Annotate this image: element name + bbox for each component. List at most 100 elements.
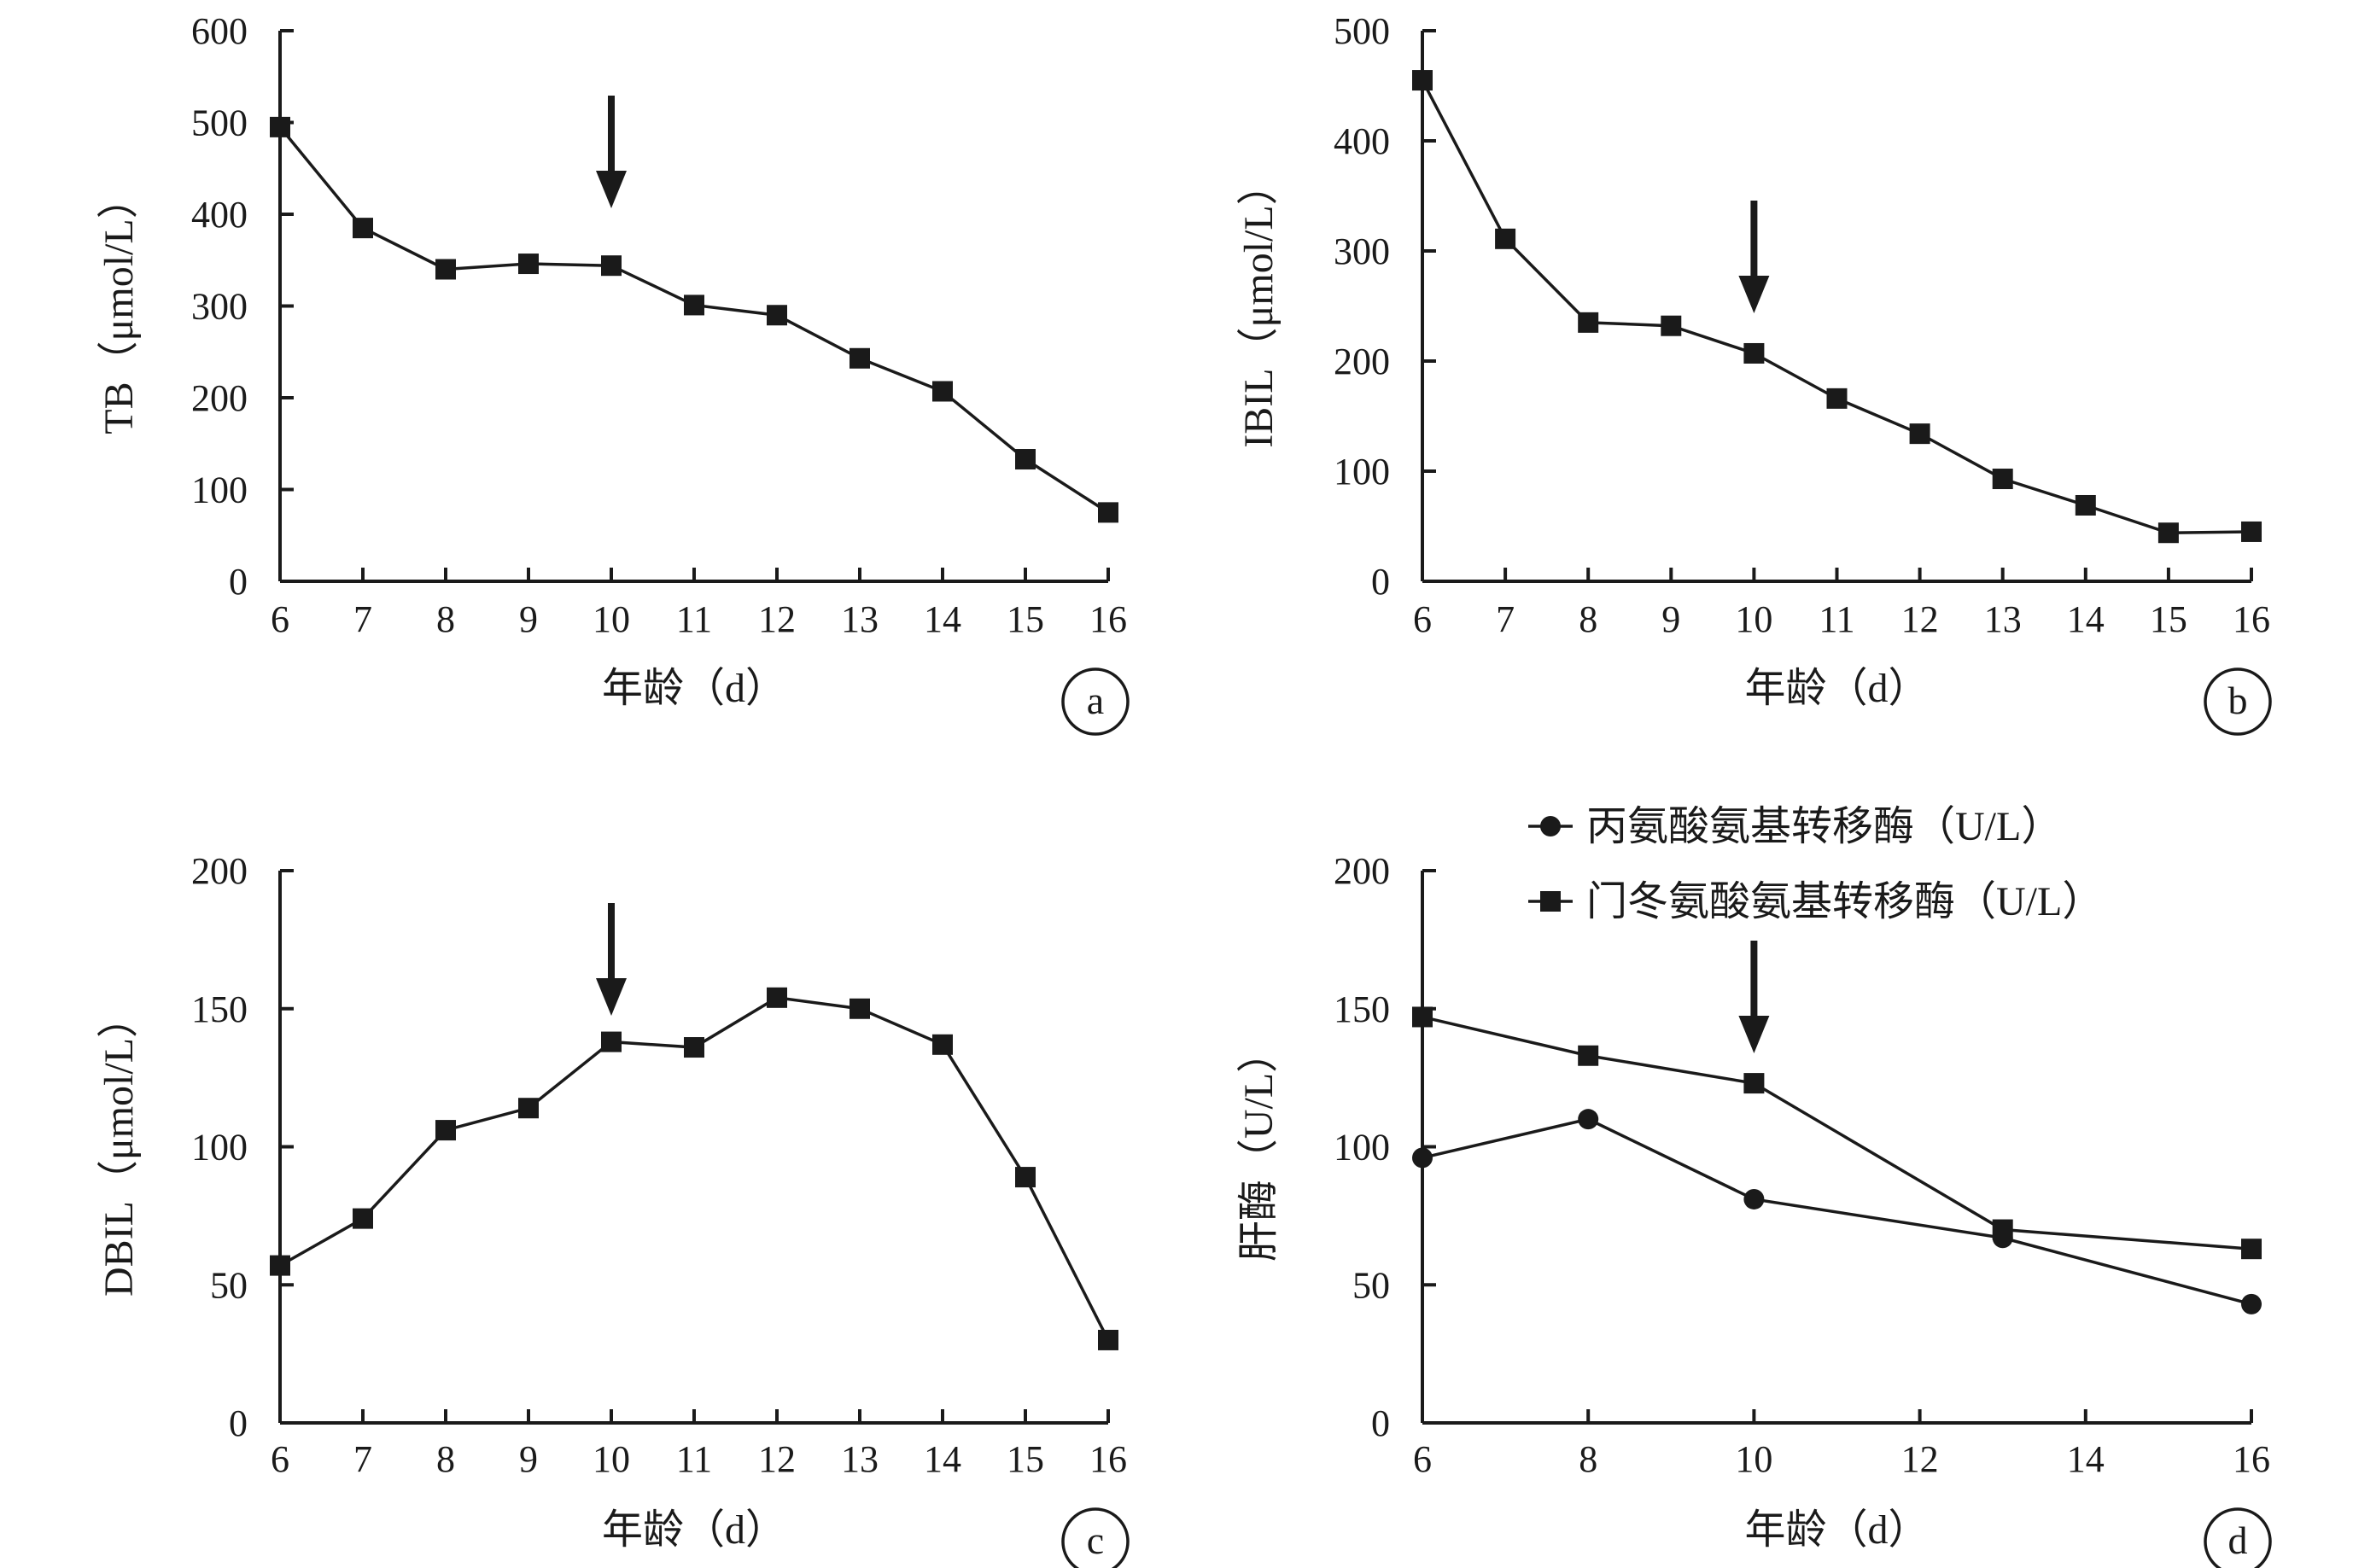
arrow-annotation [596, 903, 627, 1016]
legend-marker [1540, 816, 1561, 836]
x-tick-label: 15 [1007, 598, 1044, 640]
data-point [435, 259, 456, 280]
x-tick-label: 7 [1496, 598, 1515, 640]
panel-label-text: c [1087, 1518, 1104, 1562]
x-tick-label: 16 [1089, 1438, 1127, 1480]
panel-label-text: a [1087, 679, 1104, 722]
data-point [1992, 469, 2013, 490]
y-tick-label: 500 [191, 102, 248, 144]
series-line-1 [278, 125, 1109, 514]
data-point [932, 1034, 953, 1055]
x-tick-label: 7 [353, 598, 372, 640]
x-tick-label: 16 [2233, 598, 2270, 640]
y-tick-label: 400 [1334, 120, 1390, 162]
legend-label: 门冬氨酸氨基转移酶（U/L） [1586, 879, 2103, 924]
legend-label: 丙氨酸氨基转移酶（U/L） [1586, 804, 2062, 849]
data-point [1015, 449, 1036, 470]
data-point [1992, 1219, 2013, 1240]
y-tick-label: 200 [1334, 850, 1390, 892]
y-tick-label: 0 [229, 561, 248, 603]
x-tick-label: 8 [436, 598, 455, 640]
series-line-1 [1421, 79, 2252, 534]
y-tick-label: 100 [191, 469, 248, 511]
data-point [601, 255, 622, 277]
x-tick-label: 12 [1901, 598, 1939, 640]
data-point [1098, 502, 1118, 523]
x-tick-label: 11 [1819, 598, 1854, 640]
panel-label-d: d [2204, 1507, 2272, 1568]
x-tick-label: 14 [2067, 1438, 2105, 1480]
y-tick-label: 100 [1334, 451, 1390, 493]
panel-label-circle [1061, 1507, 1130, 1568]
data-point [1578, 312, 1599, 333]
y-tick-label: 200 [1334, 341, 1390, 382]
y-tick-label: 200 [191, 377, 248, 419]
series-line-2 [1422, 1015, 2252, 1250]
chart-panel-c: 0 50 100 150 200 6 7 8 9 10 11 12 13 14 15 16 年龄（d） DBIL（… [96, 850, 1130, 1568]
data-point [1412, 1147, 1433, 1169]
data-point [435, 1120, 456, 1141]
arrow-head [1738, 276, 1770, 313]
data-point [767, 305, 787, 326]
y-tick-label: 300 [191, 286, 248, 328]
x-axis-title: 年龄（d） [1744, 1507, 1929, 1553]
data-point [932, 381, 953, 402]
x-tick-label: 13 [1984, 598, 2022, 640]
panel-label-text: b [2228, 679, 2248, 722]
data-point [518, 254, 539, 275]
data-point [2157, 522, 2179, 544]
data-point [353, 218, 373, 239]
y-tick-label: 100 [1334, 1127, 1390, 1169]
x-tick-label: 14 [924, 598, 961, 640]
panel-label-circle [2204, 667, 2272, 736]
x-tick-label: 8 [436, 1438, 455, 1480]
data-point [353, 1208, 373, 1229]
x-axis-title: 年龄（d） [602, 666, 786, 711]
y-tick-label: 50 [1352, 1264, 1390, 1306]
x-tick-label: 15 [1007, 1438, 1044, 1480]
data-point [1495, 228, 1516, 249]
data-point [1743, 342, 1765, 364]
y-tick-label: 150 [191, 988, 248, 1030]
x-tick-label: 12 [758, 1438, 796, 1480]
data-point [2075, 494, 2096, 516]
data-point [1015, 1167, 1036, 1188]
x-tick-label: 10 [593, 1438, 630, 1480]
x-tick-label: 13 [841, 1438, 879, 1480]
data-point [2241, 1293, 2262, 1314]
data-point [270, 1255, 290, 1276]
arrow-head [1738, 1016, 1770, 1053]
x-tick-label: 6 [271, 1438, 289, 1480]
x-tick-label: 9 [1661, 598, 1680, 640]
data-point [1909, 423, 1930, 445]
x-tick-label: 7 [353, 1438, 372, 1480]
panel-label-b: b [2204, 667, 2272, 736]
x-tick-label: 11 [676, 598, 712, 640]
x-tick-label: 13 [841, 598, 879, 640]
x-tick-label: 6 [271, 598, 289, 640]
arrow-annotation [1738, 941, 1770, 1053]
y-tick-label: 600 [191, 10, 248, 52]
arrow-annotation [1738, 201, 1770, 313]
x-axis-title: 年龄（d） [602, 1507, 786, 1553]
y-axis-title: DBIL（μmol/L） [96, 997, 142, 1297]
y-axis-title: TB（μmol/L） [96, 178, 142, 434]
x-tick-label: 16 [1089, 598, 1127, 640]
x-tick-label: 16 [2233, 1438, 2270, 1480]
x-tick-label: 6 [1413, 1438, 1432, 1480]
y-tick-label: 0 [229, 1402, 248, 1444]
series-line-1 [1422, 1117, 2252, 1306]
x-tick-label: 11 [676, 1438, 712, 1480]
x-tick-label: 15 [2150, 598, 2187, 640]
x-tick-label: 10 [593, 598, 630, 640]
chart-panel-a: 0 100 200 300 400 500 600 6 7 8 9 10 11 12 13 14 15 16 年龄（… [96, 10, 1130, 736]
data-point [1743, 1073, 1765, 1094]
data-point [2241, 521, 2262, 542]
x-tick-label: 9 [519, 1438, 538, 1480]
x-tick-label: 8 [1579, 1438, 1597, 1480]
legend-marker [1540, 891, 1561, 912]
y-tick-label: 400 [191, 194, 248, 236]
data-point [1743, 1188, 1765, 1210]
x-tick-label: 9 [519, 598, 538, 640]
data-point [1412, 70, 1433, 91]
